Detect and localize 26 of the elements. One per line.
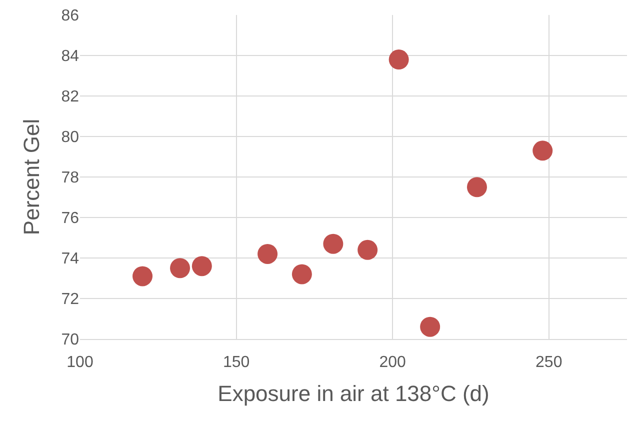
x-tick-label: 100 xyxy=(66,354,94,372)
point xyxy=(170,258,190,278)
point xyxy=(420,316,440,337)
y-tick-label: 80 xyxy=(61,129,80,146)
y-tick-label: 70 xyxy=(61,332,80,349)
y-tick-label: 82 xyxy=(61,88,80,106)
y-tick-label: 86 xyxy=(61,8,80,25)
point xyxy=(532,140,553,161)
point xyxy=(132,266,153,286)
y-tick-label: 78 xyxy=(61,170,80,187)
point xyxy=(292,264,312,284)
x-tick-label: 150 xyxy=(222,354,250,372)
y-tick-label: 72 xyxy=(61,291,80,308)
point xyxy=(323,234,344,254)
x-tick-label: 200 xyxy=(379,354,406,372)
point xyxy=(258,244,278,264)
x-axis-title: Exposure in air at 138°C (d) xyxy=(218,381,490,406)
y-tick-label: 74 xyxy=(61,250,80,268)
point xyxy=(466,177,487,198)
point xyxy=(192,256,212,276)
x-tick-label: 250 xyxy=(536,354,562,372)
y-axis-title: Percent Gel xyxy=(19,118,44,236)
y-tick-label: 84 xyxy=(61,48,80,66)
point xyxy=(388,50,409,70)
y-tick-label: 76 xyxy=(61,210,80,228)
point xyxy=(358,240,378,260)
